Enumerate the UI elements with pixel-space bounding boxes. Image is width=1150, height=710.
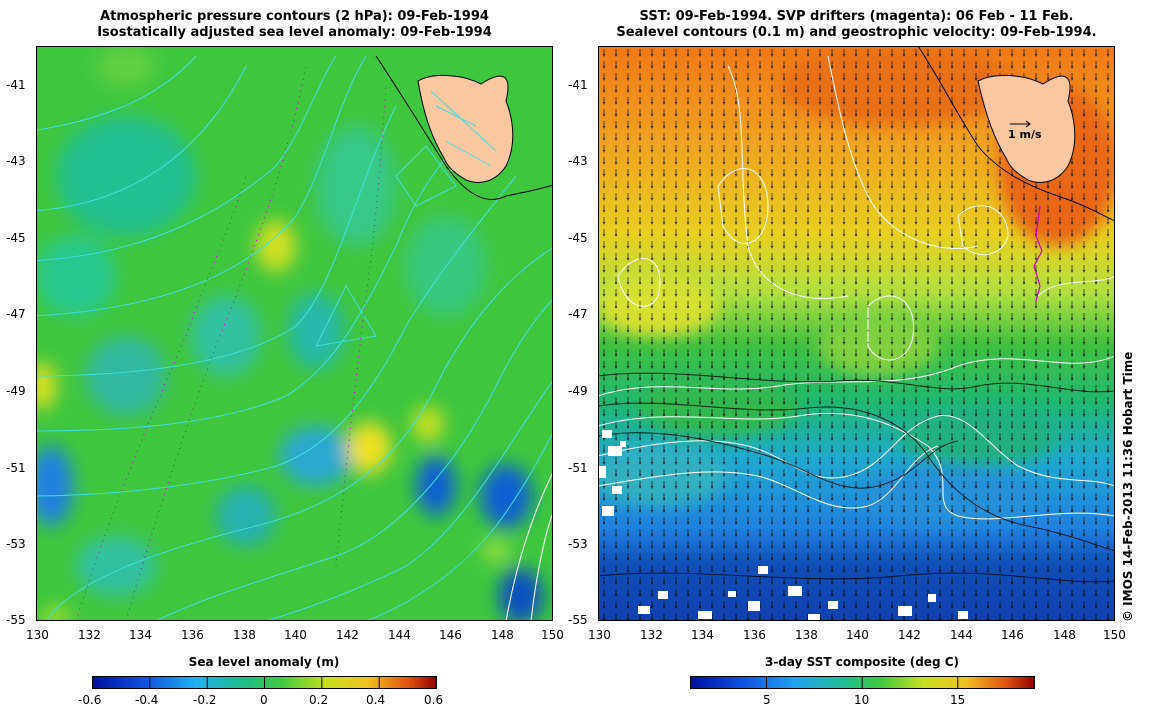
left-colorbar-tick: -0.6 [78,693,102,707]
left-lat-tick: -47 [6,307,26,321]
right-lat-tick: -47 [568,307,588,321]
right-lat-tick: -53 [568,537,588,551]
left-title-line1: Atmospheric pressure contours (2 hPa): 0… [100,9,489,24]
left-lon-tick: 134 [129,628,152,642]
right-colorbar-tick: 5 [763,693,771,707]
right-lat-tick: -49 [568,384,588,398]
right-lon-tick: 144 [950,628,973,642]
right-lon-tick: 132 [640,628,663,642]
pressure-contours [36,55,553,621]
left-lat-tick: -43 [6,154,26,168]
right-colorbar-tick: 15 [950,693,966,707]
left-colorbar-tick: -0.4 [135,693,159,707]
right-lon-tick: 150 [1103,628,1126,642]
right-lon-tick: 146 [1001,628,1024,642]
left-lat-tick: -53 [6,537,26,551]
velocity-scale-arrow [1010,120,1031,128]
left-colorbar-title: Sea level anomaly (m) [188,655,340,669]
drifter-tracks [75,65,387,621]
right-colorbar-tick: 10 [854,693,870,707]
svp-drifter-tracks [1033,205,1043,302]
left-lat-tick: -51 [6,461,26,475]
left-colorbar-tick: 0 [260,693,268,707]
sealevel-contours [598,55,1115,520]
left-colorbar-tick: 0.2 [309,693,329,707]
right-lat-tick: -43 [568,154,588,168]
left-colorbar-tick: 0.6 [424,693,444,707]
left-lon-tick: 146 [439,628,462,642]
right-lon-tick: 148 [1053,628,1076,642]
left-colorbar [92,676,437,689]
left-lon-tick: 132 [78,628,101,642]
right-colorbar-title: 3-day SST composite (deg C) [764,655,960,669]
sea-level-anomaly-map [36,46,553,621]
left-lon-tick: 130 [26,628,49,642]
left-lat-tick: -49 [6,384,26,398]
tasmania-landmass [375,55,553,200]
right-map-panel[interactable]: 1 m/s [598,46,1115,621]
missing-data-patches [598,430,968,620]
left-colorbar-tick: 0.4 [366,693,386,707]
left-lon-tick: 148 [491,628,514,642]
left-lon-tick: 144 [388,628,411,642]
right-title-line2: Sealevel contours (0.1 m) and geostrophi… [616,25,1097,40]
left-lon-tick: 138 [233,628,256,642]
right-lon-tick: 130 [588,628,611,642]
tasmania-landmass [917,46,1115,222]
left-lon-tick: 136 [181,628,204,642]
left-lat-tick: -41 [6,78,26,92]
right-lon-tick: 142 [898,628,921,642]
left-lat-tick: -55 [6,613,26,627]
right-title-line1: SST: 09-Feb-1994. SVP drifters (magenta)… [639,9,1074,24]
left-lon-tick: 140 [284,628,307,642]
right-lat-tick: -41 [568,78,588,92]
left-lat-tick: -45 [6,231,26,245]
left-map-panel[interactable] [36,46,553,621]
left-colorbar-tick: -0.2 [193,693,217,707]
right-colorbar [690,676,1035,689]
sea-level-anomaly-field [36,46,543,621]
right-lon-tick: 138 [795,628,818,642]
right-lat-tick: -55 [568,613,588,627]
sst-map: 1 m/s [598,46,1115,621]
imos-credit: © IMOS 14-Feb-2013 11:36 Hobart Time [1121,351,1135,622]
right-lat-tick: -45 [568,231,588,245]
left-title: Atmospheric pressure contours (2 hPa): 0… [36,9,553,41]
velocity-scale-label: 1 m/s [1008,128,1042,141]
left-title-line2: Isostatically adjusted sea level anomaly… [97,25,492,40]
current-streamlines [598,372,1115,583]
right-title: SST: 09-Feb-1994. SVP drifters (magenta)… [598,9,1115,41]
left-lon-tick: 150 [541,628,564,642]
right-lat-tick: -51 [568,461,588,475]
right-lon-tick: 136 [743,628,766,642]
right-lon-tick: 140 [846,628,869,642]
left-lon-tick: 142 [336,628,359,642]
right-lon-tick: 134 [691,628,714,642]
